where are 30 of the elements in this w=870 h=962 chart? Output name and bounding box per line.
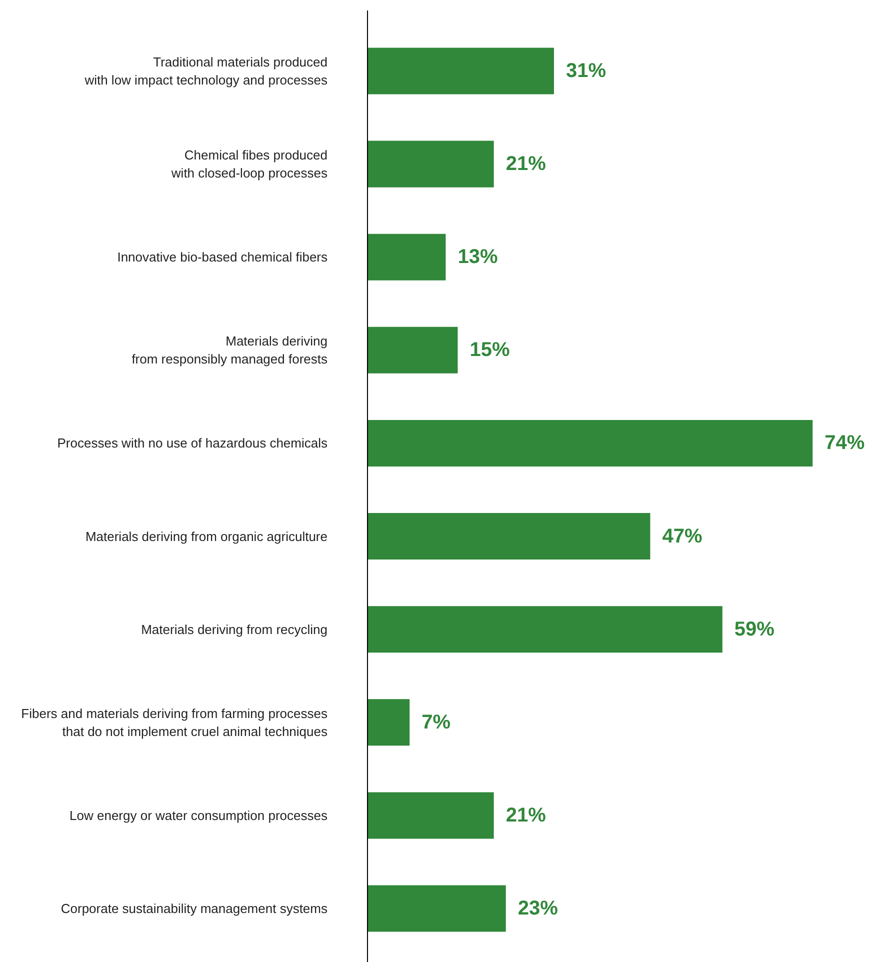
y-tick-label: Fibers and materials deriving from farming processes that do not implement cruel animal techniques — [21, 706, 328, 739]
y-tick-label: Materials deriving from recycling — [141, 622, 328, 637]
y-tick-label: Materials deriving from responsibly managed forests — [132, 334, 328, 367]
bar — [368, 606, 722, 653]
y-tick-label: Corporate sustainability management systems — [60, 901, 328, 916]
bar — [368, 140, 494, 188]
y-tick-label: Traditional materials produced with low impact technology and processes — [84, 54, 328, 88]
data-label: 59% — [734, 618, 775, 640]
y-tick-label: Innovative bio-based chemical fibers — [117, 250, 328, 265]
bar — [368, 420, 813, 466]
y-tick-label: Materials deriving from organic agriculture — [85, 528, 328, 544]
data-label: 13% — [458, 246, 498, 268]
y-tick-label: Chemical fibes produced with closed-loop processes — [170, 148, 328, 181]
bar — [368, 792, 494, 839]
data-label: 21% — [506, 153, 546, 176]
bar — [368, 326, 458, 374]
data-label: 7% — [422, 711, 451, 734]
data-label: 23% — [518, 898, 558, 920]
data-label: 15% — [470, 339, 510, 362]
y-tick-label: Low energy or water consumption processes — [70, 808, 328, 823]
y-tick-label: Processes with no use of hazardous chemicals — [57, 436, 328, 451]
bar — [368, 48, 554, 94]
bar — [368, 885, 506, 932]
data-label: 74% — [824, 432, 865, 454]
bar — [368, 699, 410, 746]
bar — [368, 234, 446, 280]
data-label: 21% — [506, 804, 546, 826]
data-label: 31% — [566, 60, 606, 82]
bar — [368, 513, 650, 560]
data-label: 47% — [662, 525, 702, 548]
